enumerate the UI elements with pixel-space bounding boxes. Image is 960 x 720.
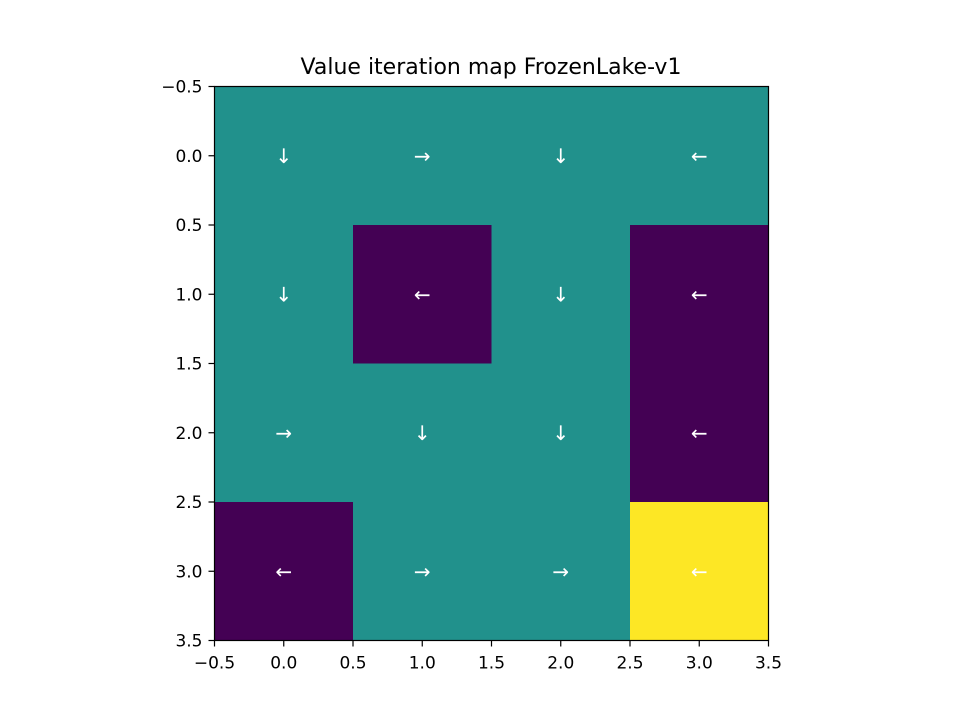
x-tick-label: 1.5 — [478, 654, 505, 674]
policy-arrow-r1-c0: ↓ — [275, 282, 292, 306]
policy-arrow-r3-c2: → — [552, 559, 569, 583]
heatmap-cell-r3-c1 — [353, 502, 492, 641]
policy-arrow-r2-c1: ↓ — [414, 421, 431, 445]
heatmap-cell-r2-c2 — [491, 363, 631, 503]
heatmap-cell-r0-c3 — [630, 86, 769, 226]
x-tick-label: 0.5 — [339, 654, 366, 674]
y-tick-label: 2.0 — [175, 424, 202, 444]
heatmap-cell-r0-c1 — [353, 86, 492, 226]
y-tick-label: 3.5 — [175, 632, 202, 652]
policy-arrow-r2-c3: ← — [691, 421, 708, 445]
y-tick-label: −0.5 — [161, 78, 202, 98]
y-axis: −0.5 0.0 0.5 1.0 1.5 2.0 2.5 3.0 3.5 — [161, 78, 215, 652]
policy-arrow-r0-c2: ↓ — [552, 144, 569, 168]
policy-arrow-r2-c0: → — [275, 421, 292, 445]
y-tick-label: 0.5 — [175, 216, 202, 236]
y-tick-label: 3.0 — [175, 562, 202, 582]
y-tick-label: 1.0 — [175, 285, 202, 305]
chart-title: Value iteration map FrozenLake-v1 — [301, 55, 682, 80]
y-tick-label: 0.0 — [175, 147, 202, 167]
x-tick-label: 3.5 — [755, 654, 782, 674]
heatmap-cell-r1-c1 — [353, 225, 492, 364]
policy-arrow-r3-c0: ← — [275, 559, 292, 583]
policy-arrow-r1-c2: ↓ — [552, 282, 569, 306]
policy-arrow-r1-c3: ← — [691, 282, 708, 306]
heatmap-cell-r0-c0 — [214, 86, 354, 226]
heatmap-cell-r1-c2 — [491, 225, 631, 364]
policy-arrow-r0-c3: ← — [691, 144, 708, 168]
heatmap-cell-r1-c3 — [630, 225, 769, 364]
policy-arrow-r3-c3: ← — [691, 559, 708, 583]
heatmap-cell-r2-c0 — [214, 363, 354, 503]
heatmap-cell-r2-c1 — [353, 363, 492, 503]
x-tick-label: 0.0 — [270, 654, 297, 674]
policy-arrow-r0-c0: ↓ — [275, 144, 292, 168]
x-tick-label: 2.0 — [547, 654, 574, 674]
policy-arrow-r1-c1: ← — [414, 282, 431, 306]
heatmap-cell-r3-c0 — [214, 502, 354, 641]
heatmap-cell-r3-c2 — [491, 502, 631, 641]
x-tick-label: −0.5 — [194, 654, 235, 674]
y-tick-label: 2.5 — [175, 493, 202, 513]
x-tick-label: 3.0 — [686, 654, 713, 674]
heatmap-cell-r2-c3 — [630, 363, 769, 503]
heatmap-cells — [214, 86, 769, 641]
x-tick-label: 2.5 — [616, 654, 643, 674]
policy-arrow-r0-c1: → — [414, 144, 431, 168]
heatmap-cell-r0-c2 — [491, 86, 631, 226]
x-tick-label: 1.0 — [409, 654, 436, 674]
heatmap-cell-r1-c0 — [214, 225, 354, 364]
policy-arrows: ↓ → ↓ ← ↓ ← ↓ ← → ↓ ↓ ← ← → → ← — [275, 144, 707, 584]
policy-arrow-r2-c2: ↓ — [552, 421, 569, 445]
y-tick-label: 1.5 — [175, 355, 202, 375]
policy-arrow-r3-c1: → — [414, 559, 431, 583]
heatmap-cell-r3-c3 — [630, 502, 769, 641]
x-axis: −0.5 0.0 0.5 1.0 1.5 2.0 2.5 3.0 3.5 — [194, 640, 782, 674]
